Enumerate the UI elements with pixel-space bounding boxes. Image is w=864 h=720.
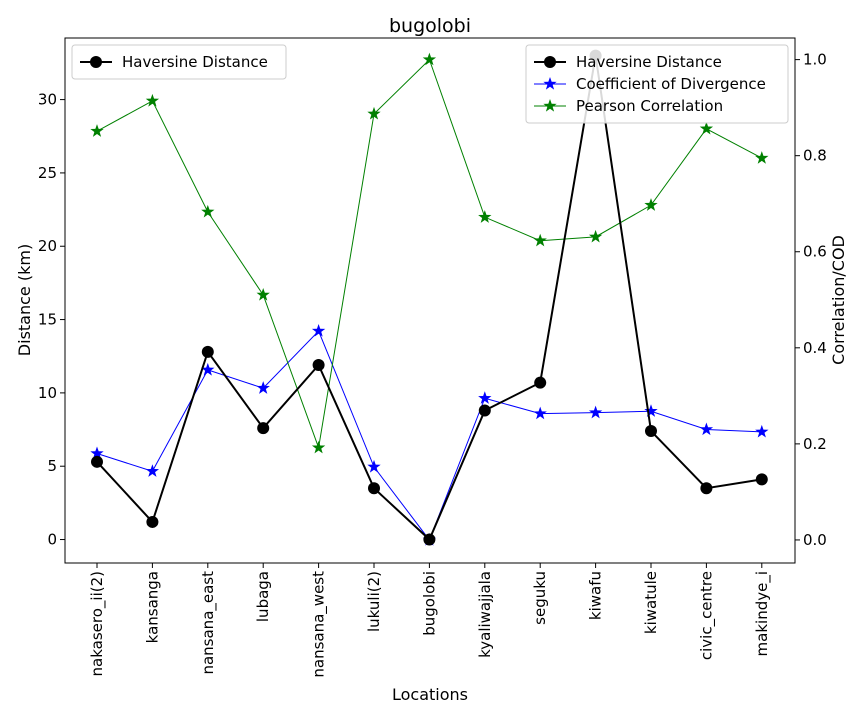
data-point: [478, 210, 492, 223]
data-point: [90, 124, 104, 137]
x-tick-label: kansanga: [143, 571, 161, 643]
data-point: [533, 406, 547, 420]
legend-right: Haversine Distance Coefficient of Diverge…: [525, 44, 789, 124]
series-0: [91, 49, 768, 546]
y-axis-left-title: Distance (km): [15, 244, 34, 356]
data-point: [311, 440, 326, 454]
data-point: [588, 405, 603, 419]
data-point: [478, 391, 492, 404]
x-tick-label: nakasero_ii(2): [88, 571, 107, 676]
x-tick-label: nansana_west: [310, 571, 329, 678]
y-right-tick-label: 0.2: [803, 435, 827, 453]
data-point: [699, 121, 714, 135]
x-axis: nakasero_ii(2) kansanga nansana_east lubaga…: [88, 563, 772, 678]
data-point: [423, 533, 436, 546]
data-point: [257, 422, 270, 435]
y-axis-left: 0 5 10 15 20 25 30: [38, 91, 65, 549]
legend-label: Haversine Distance: [576, 53, 722, 71]
legend-marker: [543, 99, 557, 112]
y-left-tick-label: 10: [38, 384, 57, 402]
series-layer: [90, 49, 769, 546]
data-point: [91, 455, 103, 468]
data-point: [312, 359, 325, 372]
legend-marker: [544, 56, 556, 68]
data-point: [755, 473, 768, 486]
series-2: [90, 52, 769, 454]
data-point: [645, 425, 657, 438]
legend-frame: [525, 44, 789, 124]
series-line: [96, 55, 762, 542]
plot-area: [64, 37, 796, 564]
series-line: [96, 330, 762, 541]
data-point: [755, 151, 769, 164]
y-axis-right: 0.0 0.2 0.4 0.6 0.8 1.0: [795, 51, 827, 549]
data-point: [368, 482, 380, 495]
x-tick-label: seguku: [531, 571, 549, 625]
x-tick-label: bugolobi: [420, 571, 438, 636]
legend-left: Haversine Distance: [71, 44, 287, 80]
x-axis-title: Locations: [392, 685, 468, 704]
legend-frame: [71, 44, 287, 80]
y-right-tick-label: 0.4: [803, 339, 827, 357]
data-point: [700, 482, 713, 495]
y-left-tick-label: 30: [38, 91, 57, 109]
legend-label: Haversine Distance: [122, 53, 268, 71]
data-point: [367, 106, 381, 120]
data-point: [534, 376, 547, 389]
data-point: [478, 404, 491, 417]
x-tick-label: kiwatule: [642, 571, 660, 634]
legend-marker: [543, 77, 557, 90]
y-left-tick-label: 20: [38, 237, 57, 255]
data-point: [588, 229, 603, 243]
x-tick-label: civic_centre: [697, 571, 716, 660]
data-point: [533, 233, 547, 247]
data-point: [256, 287, 270, 301]
data-point: [146, 515, 159, 528]
x-tick-label: lukuli(2): [365, 571, 383, 632]
legend-label: Pearson Correlation: [576, 97, 723, 115]
legend-marker: [90, 56, 102, 68]
data-point: [145, 464, 160, 477]
data-point: [367, 459, 381, 473]
data-point: [422, 52, 437, 66]
data-point: [311, 324, 326, 337]
x-tick-label: makindye_i: [753, 571, 772, 656]
legend-label: Coefficient of Divergence: [576, 75, 766, 93]
data-point: [256, 381, 270, 394]
data-point: [201, 345, 214, 358]
y-right-tick-label: 1.0: [803, 51, 827, 69]
chart-title: bugolobi: [389, 15, 471, 37]
y-left-tick-label: 0: [47, 531, 57, 549]
y-right-tick-label: 0.8: [803, 147, 827, 165]
data-point: [201, 362, 215, 376]
data-point: [644, 198, 658, 211]
data-point: [90, 446, 104, 460]
data-point: [201, 204, 215, 218]
data-point: [644, 404, 658, 417]
x-tick-label: kiwafu: [587, 571, 605, 620]
y-left-tick-label: 5: [47, 457, 57, 475]
y-axis-right-title: Correlation/COD: [829, 235, 848, 365]
data-point: [755, 424, 769, 438]
series-1: [90, 324, 769, 546]
y-left-tick-label: 25: [38, 164, 57, 182]
data-point: [145, 93, 160, 107]
data-point: [699, 422, 714, 436]
x-tick-label: lubaga: [254, 571, 272, 622]
y-left-tick-label: 15: [38, 311, 57, 329]
x-tick-label: nansana_east: [199, 571, 218, 675]
y-right-tick-label: 0.0: [803, 531, 827, 549]
y-right-tick-label: 0.6: [803, 243, 827, 261]
x-tick-label: kyaliwajjala: [476, 571, 494, 658]
